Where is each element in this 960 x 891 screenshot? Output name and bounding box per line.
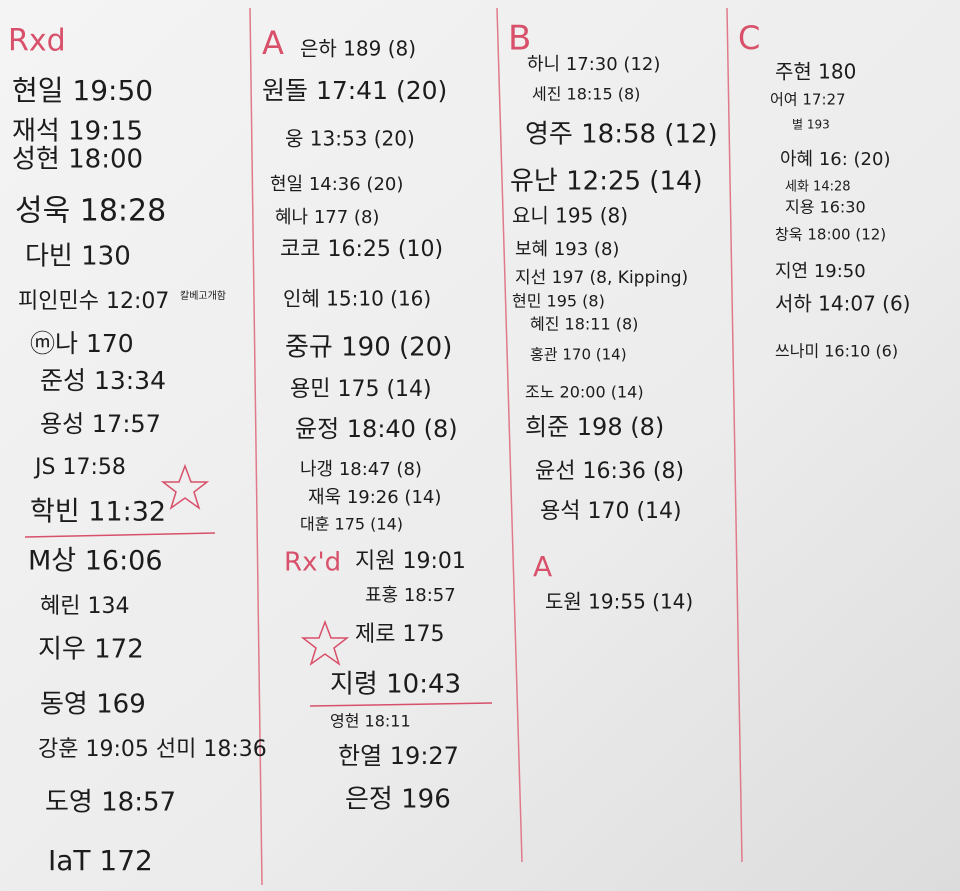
entry: 한열 19:27 — [338, 742, 459, 770]
entry: 나갱 18:47 (8) — [300, 459, 422, 480]
entry: 지연 19:50 — [775, 261, 866, 282]
entry: ⓜ나 170 — [30, 329, 134, 358]
entry: 지선 197 (8, Kipping) — [515, 268, 688, 288]
entry: 은하 189 (8) — [300, 37, 416, 61]
column-header: B — [508, 19, 531, 59]
column-header: A — [262, 24, 284, 62]
entry: 서하 14:07 (6) — [775, 292, 910, 316]
entry: 지령 10:43 — [330, 670, 461, 700]
entry: 지용 16:30 — [785, 198, 866, 217]
entry: 재석 19:15 — [12, 117, 143, 147]
column-header: C — [738, 19, 760, 57]
entry: 희준 198 (8) — [525, 413, 664, 441]
entry: 혜린 134 — [40, 594, 129, 619]
entry: 도원 19:55 (14) — [545, 590, 693, 614]
note: 칼베고개함 — [180, 289, 226, 302]
entry: 다빈 130 — [25, 242, 131, 272]
entry: 지원 19:01 — [355, 549, 466, 574]
entry: 코코 16:25 (10) — [280, 237, 443, 262]
entry: 창욱 18:00 (12) — [775, 226, 886, 244]
entry: 조노 20:00 (14) — [525, 383, 644, 402]
divider — [726, 7, 743, 863]
entry: 어여 17:27 — [770, 91, 846, 109]
entry: IaT 172 — [48, 844, 153, 877]
entry: 학빈 11:32 — [30, 497, 166, 528]
entry: 혜진 18:11 (8) — [530, 315, 638, 334]
entry: 세화 14:28 — [785, 180, 851, 195]
entry: 요니 195 (8) — [512, 204, 628, 228]
column-header: Rxd — [8, 24, 66, 59]
entry: 피인민수 12:07 — [18, 289, 169, 314]
column-subheader: A — [533, 550, 552, 583]
entry: 주현 180 — [775, 60, 856, 84]
entry: 윤정 18:40 (8) — [295, 415, 458, 443]
entry: 제로 175 — [355, 622, 444, 647]
divider — [249, 7, 263, 886]
entry: 준성 13:34 — [40, 366, 166, 395]
entry: 용민 175 (14) — [290, 377, 432, 402]
entry: 성욱 18:28 — [15, 194, 166, 229]
underline — [24, 532, 216, 538]
entry: 용석 170 (14) — [540, 499, 682, 524]
entry: 혜나 177 (8) — [275, 207, 379, 228]
entry: 용성 17:57 — [40, 410, 161, 438]
entry: 하니 17:30 (12) — [527, 54, 660, 75]
star — [160, 463, 210, 510]
entry: 유난 12:25 (14) — [510, 167, 703, 197]
entry: 영주 18:58 (12) — [525, 120, 718, 150]
entry: 별 193 — [792, 118, 830, 132]
column-subheader: Rx'd — [284, 548, 341, 578]
divider — [496, 7, 523, 863]
entry: 쓰나미 16:10 (6) — [775, 342, 898, 361]
entry: 재욱 19:26 (14) — [308, 487, 441, 508]
entry: 도영 18:57 — [45, 788, 176, 818]
entry: 중규 190 (20) — [285, 333, 452, 363]
star — [300, 619, 350, 666]
entry: 현일 19:50 — [12, 74, 153, 107]
entry: 홍관 170 (14) — [530, 346, 627, 364]
entry: 보혜 193 (8) — [515, 239, 619, 260]
entry: 세진 18:15 (8) — [532, 85, 640, 104]
entry: 강훈 19:05 선미 18:36 — [38, 737, 267, 762]
entry: 아혜 16: (20) — [780, 149, 890, 170]
entry: 웅 13:53 (20) — [285, 127, 415, 151]
entry: 원돌 17:41 (20) — [262, 76, 447, 105]
entry: 성현 18:00 — [12, 145, 143, 175]
entry: JS 17:58 — [33, 455, 126, 480]
entry: 대훈 175 (14) — [300, 515, 403, 534]
entry: 동영 169 — [40, 690, 146, 720]
entry: 표홍 18:57 — [365, 585, 456, 606]
entry: 지우 172 — [38, 635, 144, 665]
entry: 현민 195 (8) — [512, 292, 605, 311]
entry: 은정 196 — [345, 785, 451, 815]
entry: 현일 14:36 (20) — [270, 174, 403, 195]
underline — [309, 702, 493, 707]
entry: 인혜 15:10 (16) — [283, 287, 431, 311]
entry: 영현 18:11 — [330, 712, 411, 731]
entry: M상 16:06 — [28, 546, 163, 577]
entry: 윤선 16:36 (8) — [535, 459, 684, 484]
